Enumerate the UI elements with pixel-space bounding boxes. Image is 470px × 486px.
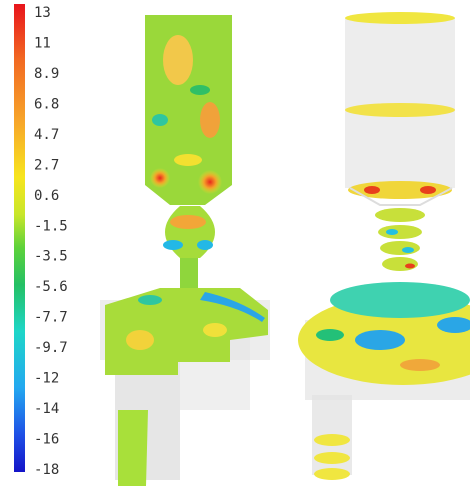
colorbar-label: -14: [34, 401, 59, 417]
colorbar-label: -16: [34, 432, 59, 448]
right-model: [298, 12, 470, 480]
colorbar-label: 13: [34, 5, 51, 21]
colorbar-label: 8.9: [34, 66, 59, 82]
figure: 13 11 8.9 6.8 4.7 2.7 0.6 -1.5 -3.5 -5.6 -7.7 -9.7 -…: [0, 0, 470, 486]
colorbar-label: -7.7: [34, 310, 68, 326]
colorbar-label: 6.8: [34, 96, 59, 112]
colorbar-labels: 13 11 8.9 6.8 4.7 2.7 0.6 -1.5 -3.5 -5.6 -7.7 -9.7 -…: [34, 5, 68, 478]
colorbar-label: -5.6: [34, 279, 68, 295]
colorbar-label: 4.7: [34, 127, 59, 143]
colorbar-label: -3.5: [34, 249, 68, 265]
colorbar: [14, 4, 25, 472]
colorbar-label: -12: [34, 371, 59, 387]
colorbar-label: 2.7: [34, 157, 59, 173]
colorbar-label: -1.5: [34, 218, 68, 234]
colorbar-label: 11: [34, 35, 51, 51]
left-model: [100, 15, 270, 486]
colorbar-label: -18: [34, 462, 59, 478]
colorbar-label: 0.6: [34, 188, 59, 204]
colorbar-label: -9.7: [34, 340, 68, 356]
